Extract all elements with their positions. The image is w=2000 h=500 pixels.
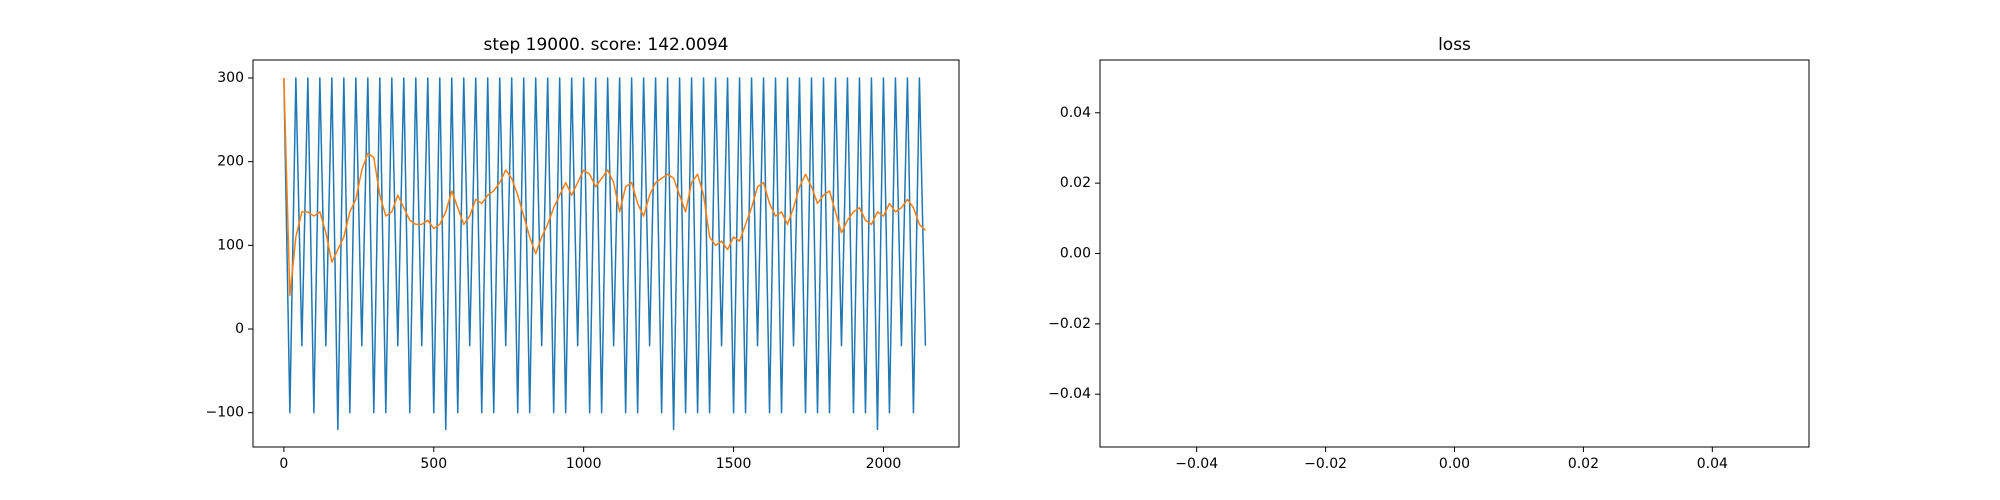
axes-frame — [252, 59, 960, 448]
x-tick-label: 0 — [279, 456, 288, 472]
x-tick-label: −0.04 — [1175, 456, 1218, 472]
data-line — [283, 77, 926, 297]
y-tick-label: 0.04 — [1060, 105, 1091, 121]
y-tick-label: −100 — [206, 405, 244, 421]
x-tick-label: 1500 — [716, 456, 752, 472]
chart-title: loss — [1438, 35, 1471, 55]
chart-title: step 19000. score: 142.0094 — [484, 35, 729, 55]
y-tick-label: −0.04 — [1048, 386, 1091, 402]
y-tick-label: 100 — [217, 237, 244, 253]
y-tick-label: 300 — [217, 70, 244, 86]
y-tick-label: 200 — [217, 154, 244, 170]
y-tick-label: 0.00 — [1060, 246, 1091, 262]
y-tick-label: 0 — [235, 321, 244, 337]
data-line — [283, 77, 927, 431]
axes-frame — [1099, 59, 1810, 448]
x-tick-label: 2000 — [866, 456, 902, 472]
y-tick-label: 0.02 — [1060, 175, 1091, 191]
x-tick-label: 0.00 — [1439, 456, 1470, 472]
x-tick-label: 0.04 — [1697, 456, 1728, 472]
x-tick-label: 1000 — [566, 456, 602, 472]
x-tick-label: 0.02 — [1568, 456, 1599, 472]
y-tick-label: −0.02 — [1048, 316, 1091, 332]
x-tick-label: −0.02 — [1304, 456, 1347, 472]
x-tick-label: 500 — [420, 456, 447, 472]
